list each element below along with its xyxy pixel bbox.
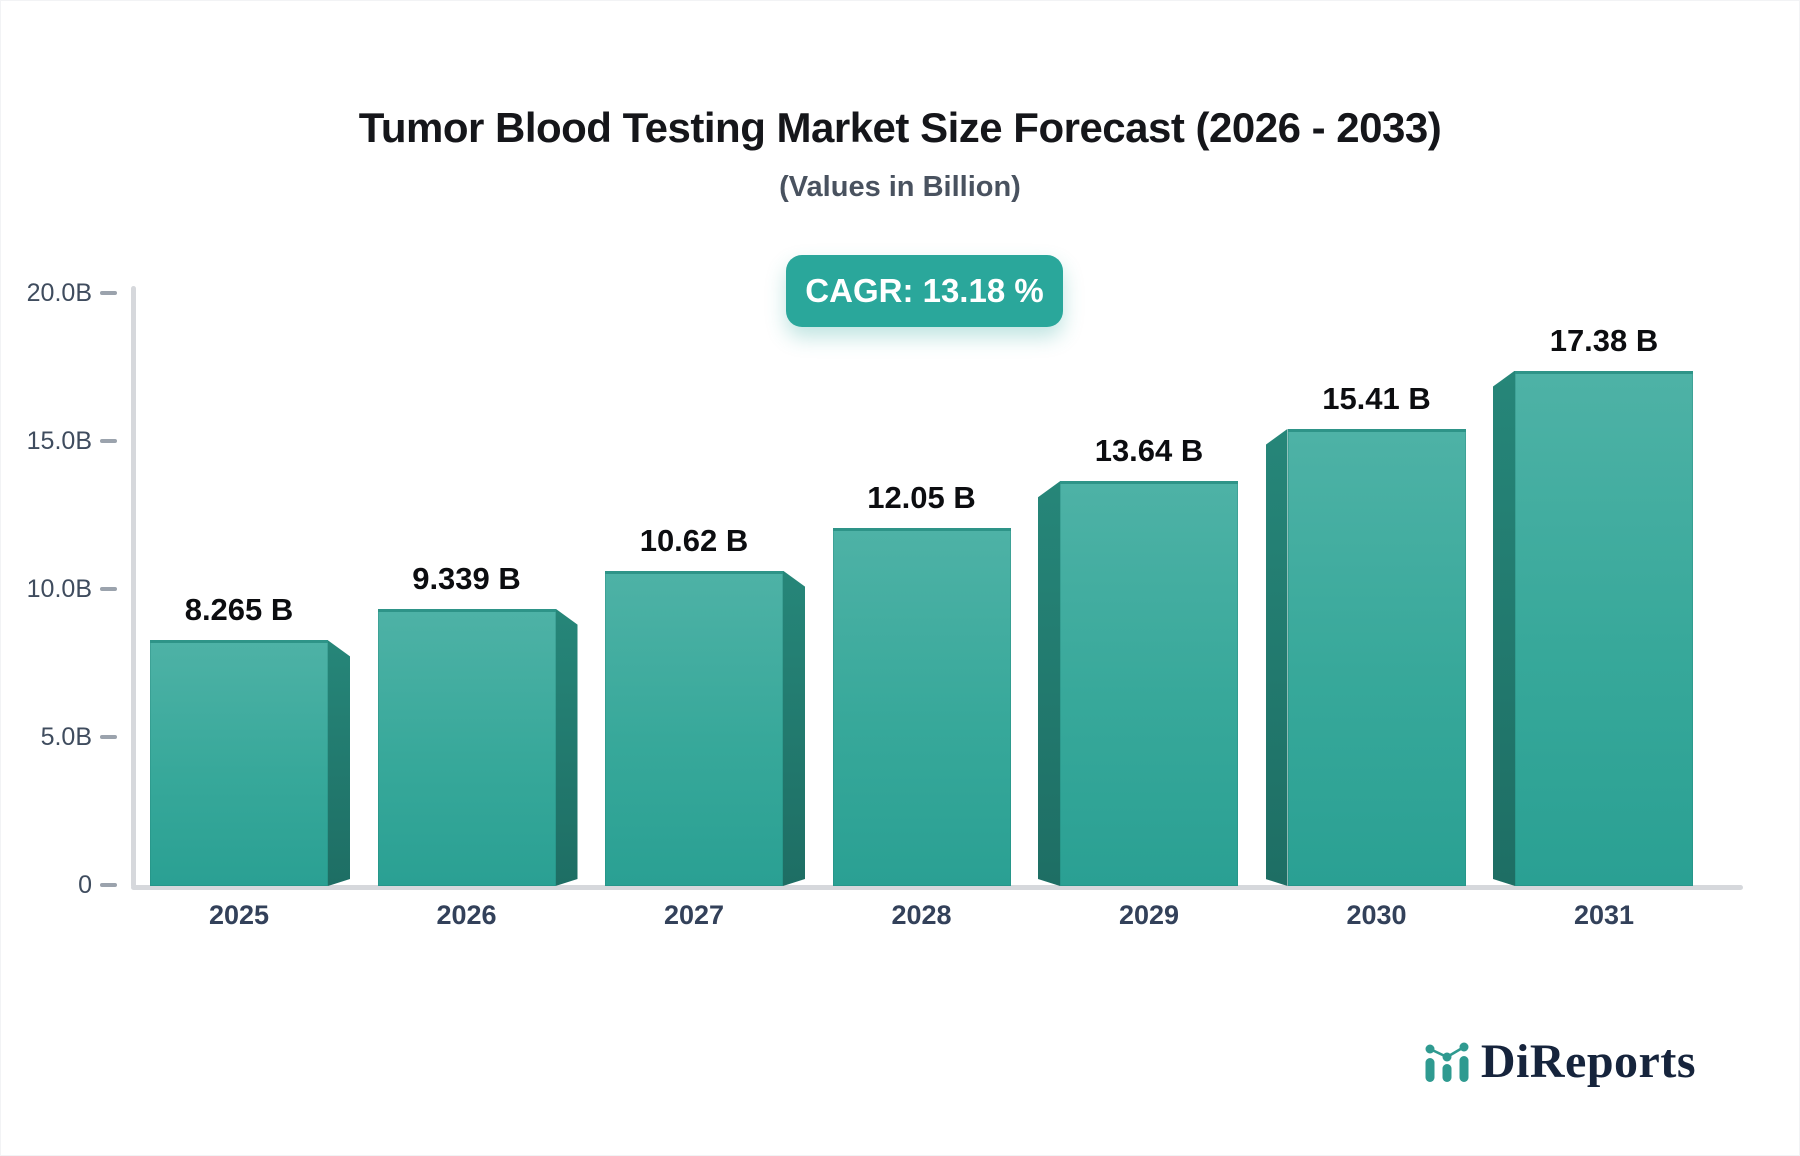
bar-side-panel-2031 — [1493, 371, 1515, 886]
bar-2029 — [1060, 481, 1238, 886]
y-axis-tick-mark — [100, 291, 117, 295]
bar-value-label: 12.05 B — [867, 480, 976, 516]
bar-value-label: 10.62 B — [639, 522, 749, 558]
y-axis-line — [131, 286, 136, 888]
bar-value-label: 8.265 B — [184, 592, 294, 628]
x-axis-label: 2030 — [1346, 900, 1407, 930]
bar-value-label: 9.339 B — [412, 560, 521, 596]
bar-side-panel-2025 — [328, 640, 350, 886]
x-axis-label: 2028 — [891, 900, 952, 930]
cagr-badge: CAGR: 13.18 % — [786, 255, 1063, 327]
brand-logo: DiReports — [1422, 1034, 1696, 1089]
y-axis-tick-label: 0 — [78, 871, 92, 899]
y-axis-tick-mark — [100, 587, 117, 591]
bar-2030 — [1287, 428, 1466, 886]
bar-line-chart-icon — [1425, 1042, 1469, 1082]
bar-value-label: 15.41 B — [1322, 380, 1431, 416]
y-axis-tick-label: 15.0B — [26, 427, 92, 455]
bar-side-panel-2027 — [783, 571, 805, 886]
x-axis-label: 2026 — [436, 900, 497, 930]
x-axis-label: 2029 — [1118, 900, 1180, 930]
bar-2028 — [832, 528, 1011, 886]
brand-name: DiReports — [1480, 1035, 1696, 1088]
bar-value-label: 17.38 B — [1549, 322, 1659, 358]
y-axis-tick-label: 5.0B — [40, 723, 92, 751]
y-axis-tick-mark — [100, 883, 117, 887]
x-axis-line — [131, 885, 1743, 890]
y-axis-tick-mark — [100, 439, 117, 443]
x-axis-label: 2031 — [1573, 900, 1635, 930]
y-axis-tick-label: 20.0B — [26, 279, 92, 307]
bar-side-panel-2026 — [556, 609, 578, 886]
x-axis-label: 2025 — [208, 900, 270, 930]
y-axis-tick-label: 10.0B — [26, 575, 92, 603]
bar-2026 — [377, 608, 556, 886]
bar-2027 — [605, 570, 783, 886]
page-subtitle: (Values in Billion) — [779, 171, 1021, 203]
bar-side-panel-2029 — [1038, 481, 1060, 886]
y-axis-tick-mark — [100, 735, 117, 739]
bar-side-panel-2030 — [1266, 429, 1288, 886]
bar-2031 — [1515, 370, 1693, 886]
bar-value-label: 13.64 B — [1094, 433, 1204, 469]
x-axis-label: 2027 — [663, 900, 725, 930]
bar-2025 — [150, 640, 328, 886]
page-title: Tumor Blood Testing Market Size Forecast… — [358, 104, 1442, 151]
